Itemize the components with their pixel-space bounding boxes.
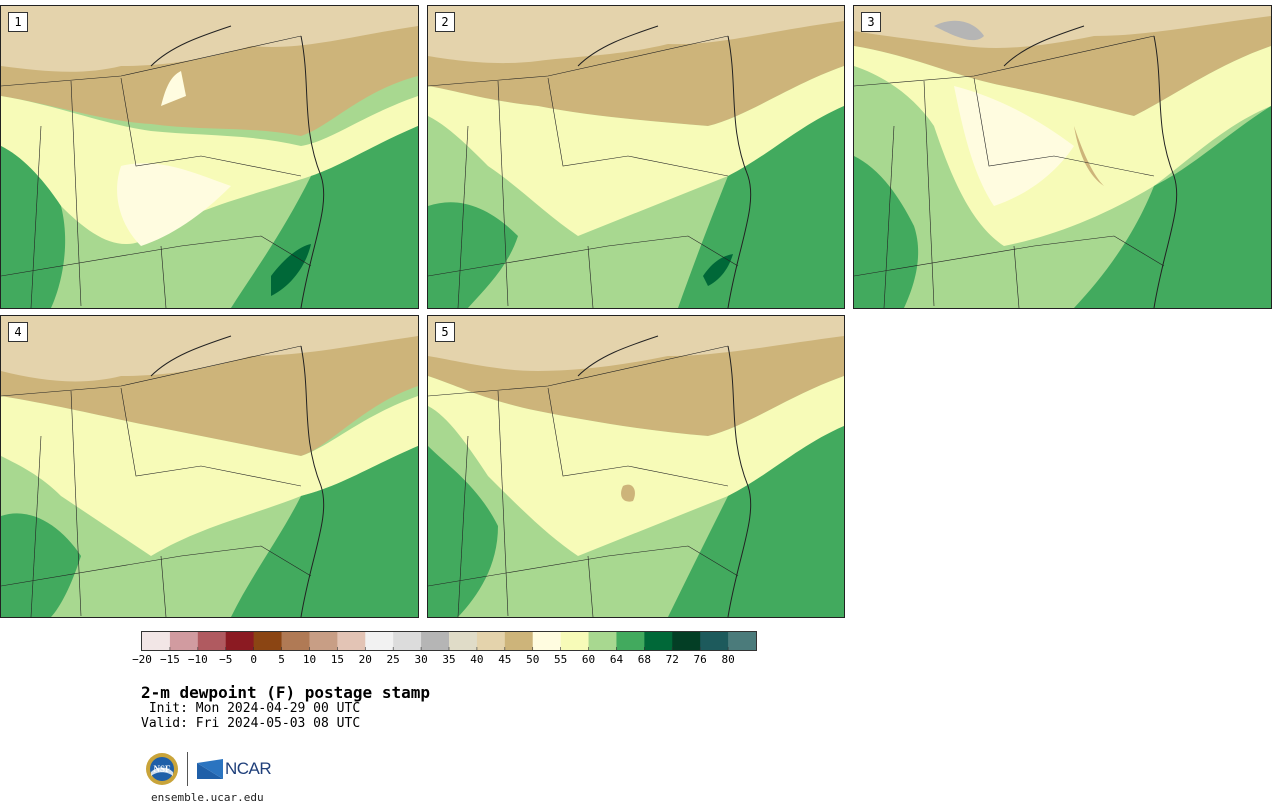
colorbar-tick-label: 72 (665, 653, 679, 666)
map-panel-5: 5 (427, 315, 845, 618)
colorbar-tick-label: 15 (330, 653, 344, 666)
colorbar-swatch (253, 632, 282, 650)
colorbar-swatch (616, 632, 645, 650)
dewpoint-map-1 (1, 6, 418, 308)
colorbar-tick-label: 55 (554, 653, 568, 666)
colorbar-tick-label: 35 (442, 653, 456, 666)
colorbar-swatch (225, 632, 255, 650)
colorbar-swatch (560, 632, 589, 650)
dewpoint-map-4 (1, 316, 418, 617)
colorbar-swatch (532, 632, 562, 650)
valid-time: Valid: Fri 2024-05-03 08 UTC (141, 716, 361, 731)
colorbar-tick-label: 40 (470, 653, 484, 666)
colorbar-tick-label: 50 (526, 653, 540, 666)
panel-number-2: 2 (435, 12, 455, 32)
colorbar-tick-label: 30 (414, 653, 428, 666)
colorbar-swatch (504, 632, 534, 650)
nsf-logo-text: NSF (153, 764, 171, 774)
colorbar-tick-label: 5 (278, 653, 285, 666)
map-panel-1: 1 (0, 5, 419, 309)
panel-number-3: 3 (861, 12, 881, 32)
colorbar-tick-label: 60 (581, 653, 596, 666)
colorbar-swatch (142, 632, 171, 650)
colorbar-swatch (672, 632, 701, 650)
colorbar-tick-label: −5 (219, 653, 233, 666)
init-time: Init: Mon 2024-04-29 00 UTC (141, 701, 361, 716)
colorbar-swatch (421, 632, 450, 650)
map-panel-3: 3 (853, 5, 1272, 309)
colorbar (141, 631, 757, 651)
colorbar-tick-label: 80 (721, 653, 735, 666)
colorbar-swatch (309, 632, 338, 650)
ncar-logo-icon (197, 759, 223, 779)
panel-number-5: 5 (435, 322, 455, 342)
panel-number-4: 4 (8, 322, 28, 342)
colorbar-swatch (169, 632, 199, 650)
colorbar-swatch (337, 632, 366, 650)
colorbar-swatch (281, 632, 310, 650)
colorbar-tick-label: 0 (250, 653, 257, 666)
ncar-logo-text: NCAR (225, 759, 272, 778)
colorbar-swatch (449, 632, 478, 650)
map-panel-4: 4 (0, 315, 419, 618)
colorbar-swatch (393, 632, 422, 650)
colorbar-swatch (197, 632, 227, 650)
dewpoint-map-5 (428, 316, 844, 617)
colorbar-swatch (644, 632, 673, 650)
nsf-logo-icon: NSF (146, 753, 178, 785)
colorbar-tick-label: −20 (132, 653, 152, 666)
dewpoint-map-2 (428, 6, 844, 308)
colorbar-tick-label: 25 (386, 653, 400, 666)
colorbar-tick-label: 76 (693, 653, 707, 666)
logo-divider (187, 752, 188, 786)
site-url: ensemble.ucar.edu (151, 791, 264, 804)
colorbar-tick-label: 45 (498, 653, 512, 666)
colorbar-swatch (700, 632, 729, 650)
colorbar-tick-label: −10 (187, 653, 208, 666)
figure-title: 2-m dewpoint (F) postage stamp (141, 683, 430, 702)
panel-number-1: 1 (8, 12, 28, 32)
colorbar-tick-label: 64 (609, 653, 624, 666)
logo-row: NSF NCAR (145, 751, 272, 787)
colorbar-tick-label: 68 (637, 653, 651, 666)
colorbar-swatch (728, 632, 757, 650)
colorbar-tick-label: 10 (302, 653, 317, 666)
colorbar-tick-label: −15 (159, 653, 180, 666)
colorbar-border (141, 631, 757, 651)
colorbar-swatch (476, 632, 506, 650)
dewpoint-map-3 (854, 6, 1271, 308)
map-panel-2: 2 (427, 5, 845, 309)
colorbar-tick-label: 20 (358, 653, 372, 666)
colorbar-swatch (365, 632, 394, 650)
colorbar-swatch (588, 632, 617, 650)
